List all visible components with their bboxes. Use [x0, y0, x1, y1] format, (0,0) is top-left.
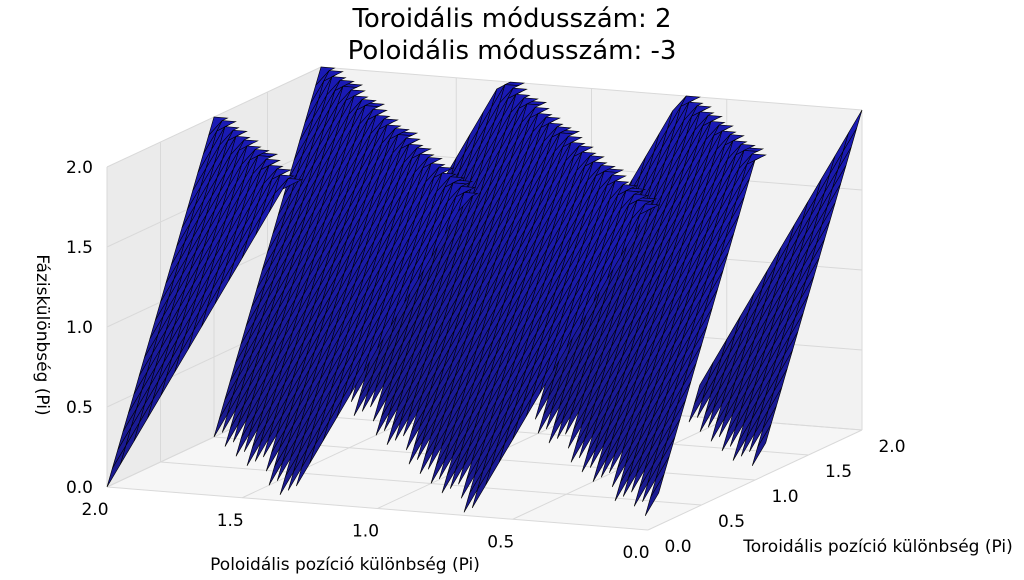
y-tick-label: 1.5: [825, 462, 852, 482]
z-tick-label: 0.5: [66, 398, 93, 418]
x-tick-label: 2.0: [81, 500, 108, 520]
y-axis-label: Toroidális pozíció különbség (Pi): [742, 537, 1012, 557]
y-tick-label: 0.5: [718, 512, 745, 532]
y-tick-label: 0.0: [664, 537, 691, 557]
z-tick-label: 0.0: [66, 478, 93, 498]
x-tick-label: 1.0: [352, 522, 379, 542]
z-tick-label: 1.5: [66, 238, 93, 258]
x-tick-label: 0.5: [487, 532, 514, 552]
y-tick-label: 2.0: [878, 437, 905, 457]
x-axis-label: Poloidális pozíció különbség (Pi): [210, 555, 480, 575]
z-tick-label: 2.0: [66, 158, 93, 178]
z-tick-label: 1.0: [66, 318, 93, 338]
x-tick-label: 1.5: [217, 511, 244, 531]
x-tick-label: 0.0: [622, 543, 649, 563]
y-tick-label: 1.0: [771, 487, 798, 507]
z-axis-label: Fáziskülönbség (Pi): [32, 254, 52, 415]
